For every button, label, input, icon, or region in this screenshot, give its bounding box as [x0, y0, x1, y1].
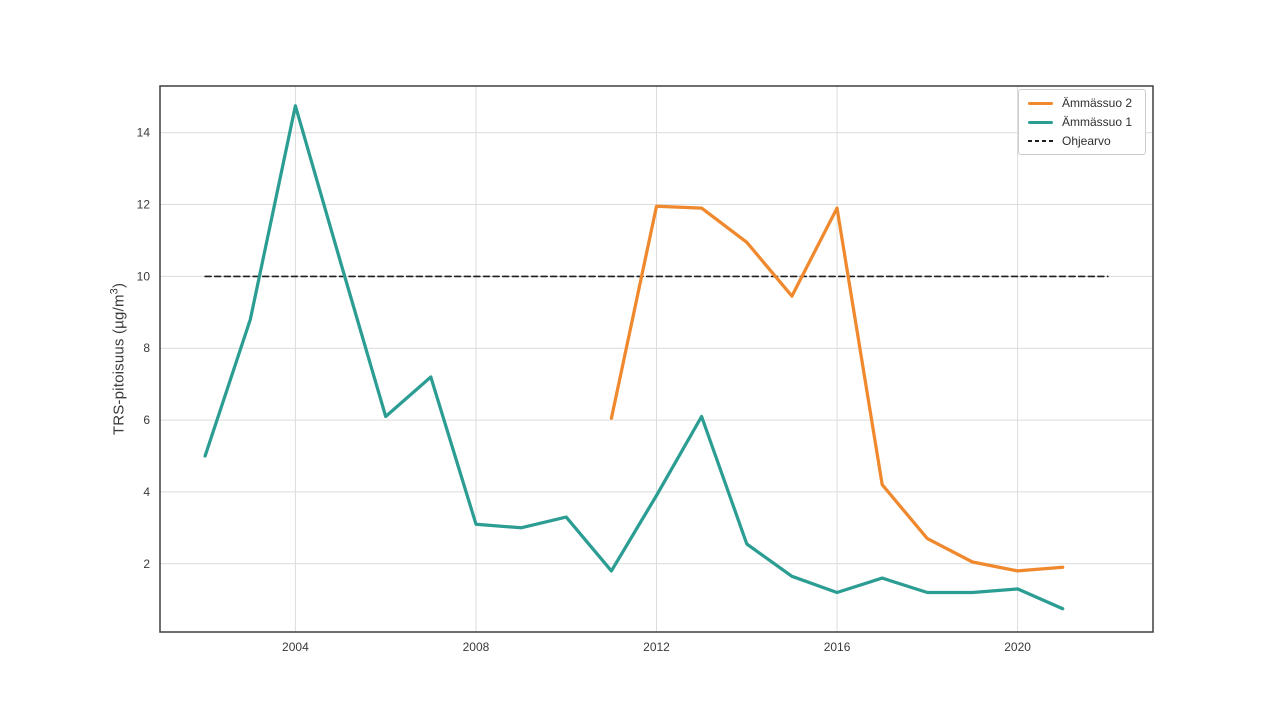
- legend-item-ammassuo-1: Ämmässuo 1: [1028, 115, 1136, 129]
- y-tick-label: 12: [137, 198, 151, 212]
- legend-swatch-ohjearvo-dashed-line-icon: [1028, 140, 1053, 142]
- x-tick-label: 2020: [1004, 640, 1031, 654]
- legend-swatch-ammassuo-1-line-icon: [1028, 120, 1053, 124]
- y-tick-label: 6: [143, 413, 150, 427]
- plot-frame: [159, 85, 1154, 633]
- series-line-ammassuo-1: [203, 104, 1065, 611]
- y-axis-label-suffix: ): [110, 282, 128, 289]
- y-tick-label: 8: [143, 341, 150, 355]
- legend-item-ohjearvo: Ohjearvo: [1028, 134, 1136, 148]
- legend-item-ammassuo-2: Ämmässuo 2: [1028, 96, 1136, 110]
- legend-label-ammassuo-2: Ämmässuo 2: [1062, 96, 1133, 110]
- legend-label-ammassuo-1: Ämmässuo 1: [1062, 115, 1133, 129]
- legend-swatch-ammassuo-2-line-icon: [1028, 101, 1053, 105]
- y-tick-label: 10: [137, 269, 151, 283]
- x-tick-label: 2004: [282, 640, 309, 654]
- y-axis-label-superscript: 3: [108, 288, 121, 295]
- legend: Ämmässuo 2 Ämmässuo 1 Ohjearvo: [1018, 89, 1146, 155]
- y-axis-label: TRS-pitoisuus (µg/m3): [109, 283, 128, 435]
- x-tick-label: 2012: [643, 640, 670, 654]
- y-tick-label: 2: [143, 557, 150, 571]
- y-tick-label: 14: [137, 126, 151, 140]
- x-tick-label: 2016: [824, 640, 851, 654]
- series-line-ammassuo-2: [609, 204, 1065, 573]
- legend-label-ohjearvo: Ohjearvo: [1062, 134, 1111, 148]
- y-axis-label-text: TRS-pitoisuus (µg/m: [110, 294, 128, 436]
- x-tick-label: 2008: [463, 640, 490, 654]
- y-tick-label: 4: [143, 485, 150, 499]
